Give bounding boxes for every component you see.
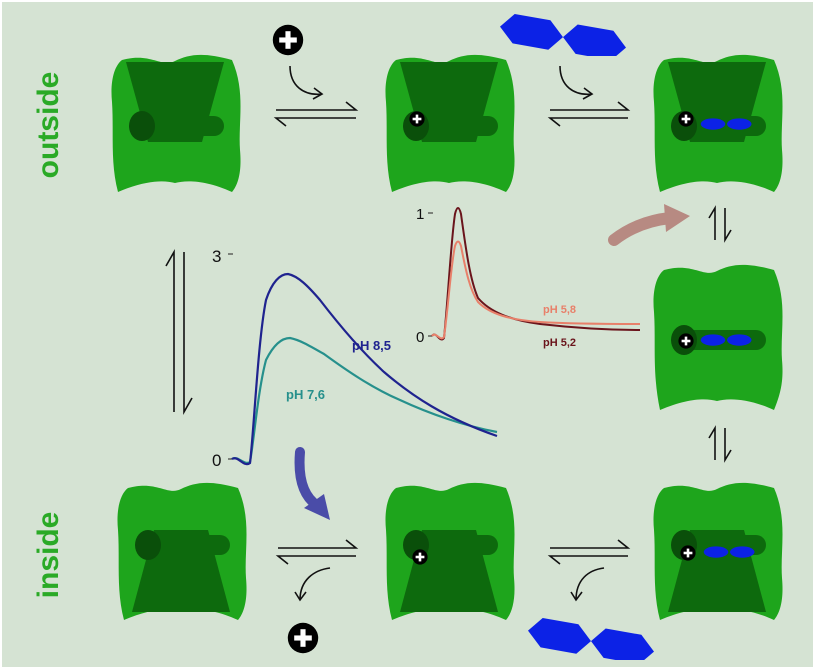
transporter-inward-empty	[117, 482, 247, 620]
current-arrow-blue	[294, 447, 330, 520]
series-label-ph-5-2: pH 5,2	[543, 337, 576, 349]
equilibrium-arrow-right-upper	[708, 205, 732, 243]
transporter-inward-cation-bound	[385, 482, 515, 620]
equilibrium-arrow-top-right	[547, 101, 631, 127]
series-label-ph-7-6: pH 7,6	[286, 387, 325, 402]
chart-right-ytick-top: 1	[416, 206, 424, 223]
release-arrow-substrate	[570, 567, 605, 602]
transporter-outward-empty	[111, 54, 241, 192]
series-label-ph-8-5: pH 8,5	[352, 338, 391, 353]
cation-bound-icon	[678, 111, 694, 127]
cation-bound-icon	[678, 333, 694, 349]
series-line-ph-8-5	[231, 272, 498, 466]
cation-bound-icon	[680, 545, 696, 561]
chart-right-ytick-bottom: 0	[416, 329, 424, 346]
release-arrow-cation	[294, 567, 331, 602]
outside-label: outside	[32, 72, 65, 179]
chart-left-ytick-top: 3	[212, 247, 221, 266]
binding-arrow-cation	[289, 65, 324, 100]
cation-bound-icon	[412, 549, 428, 565]
chart-right: 1 0 pH 5,8 pH 5,2	[416, 206, 641, 349]
equilibrium-arrow-bottom-right	[547, 539, 631, 565]
chart-left: 3 0 pH 8,5 pH 7,6	[212, 247, 498, 470]
series-line-ph-5-8	[431, 240, 641, 340]
cation-icon	[272, 24, 304, 56]
equilibrium-arrow-top-left	[273, 101, 359, 127]
cation-icon	[287, 622, 319, 654]
series-label-ph-5-8: pH 5,8	[543, 304, 576, 316]
binding-arrow-substrate	[559, 65, 594, 100]
equilibrium-arrow-left-vertical	[165, 248, 193, 416]
cation-bound-icon	[409, 111, 425, 127]
current-arrow-rose	[608, 204, 690, 246]
equilibrium-arrow-right-lower	[708, 425, 732, 463]
inside-label: inside	[32, 512, 65, 599]
equilibrium-arrow-bottom-left	[275, 539, 359, 565]
transporter-outward-cation-bound	[385, 54, 515, 192]
transporter-outward-fully-loaded	[653, 54, 783, 192]
transporter-inward-fully-loaded	[653, 482, 783, 620]
chart-left-ytick-bottom: 0	[212, 451, 221, 470]
transporter-occluded	[653, 264, 783, 410]
